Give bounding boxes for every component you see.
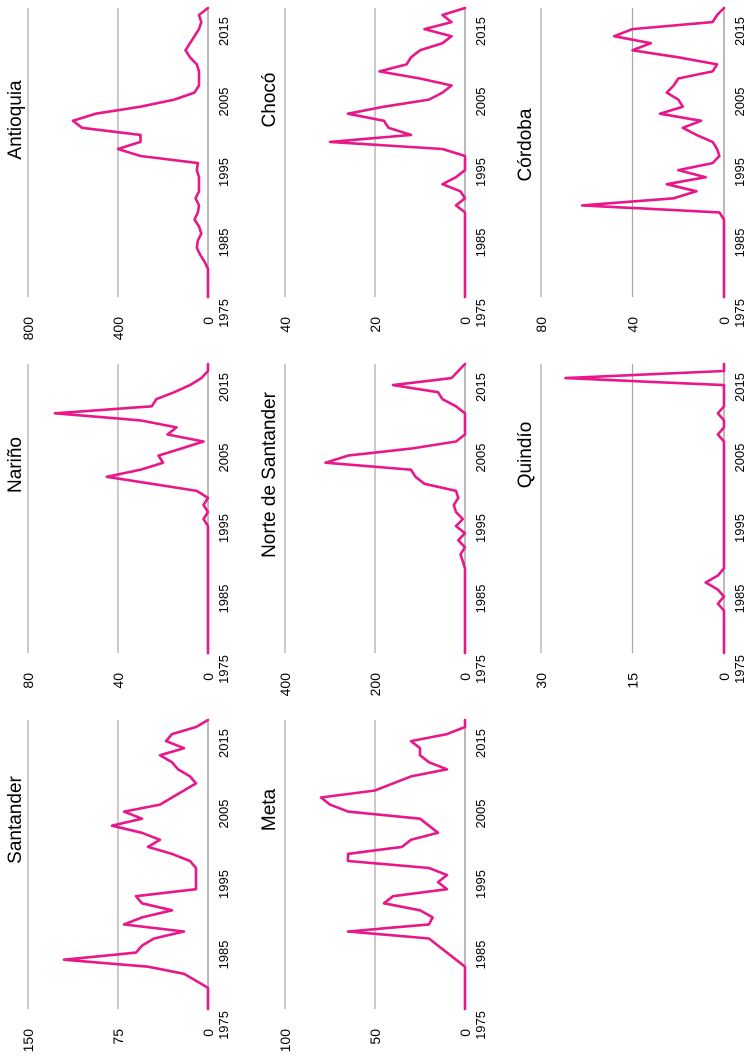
panel-title-meta: Meta: [259, 788, 280, 831]
panel-santander: 0 75 150 1975 1985 1995 2005 2015 Santander: [5, 718, 231, 1053]
value-tick-label: 40: [625, 317, 641, 333]
series-line-norte-de-santander: [324, 362, 467, 655]
value-tick-label: 0: [457, 673, 473, 681]
value-tick-label: 100: [277, 1029, 293, 1053]
panel-title-quindio: Quindío: [515, 422, 536, 489]
panel-title-cordoba: Córdoba: [515, 108, 536, 181]
series-line-cordoba: [580, 6, 726, 299]
panel-antioquia: 0 400 800 1975 1985 1995 2005 2015 Antioquia: [5, 6, 231, 341]
year-tick-label: 1975: [216, 1011, 231, 1040]
series-line-santander: [62, 718, 210, 1011]
value-tick-label: 0: [716, 317, 732, 325]
year-tick-label: 1975: [216, 299, 231, 328]
value-tick-label: 0: [457, 1029, 473, 1037]
year-tick-label: 1995: [216, 158, 231, 187]
value-tick-label: 40: [110, 673, 126, 689]
value-tick-label: 15: [625, 673, 641, 689]
year-tick-label: 1985: [473, 585, 488, 614]
year-tick-label: 2005: [216, 800, 231, 829]
year-tick-label: 1985: [732, 229, 747, 258]
year-tick-label: 2015: [216, 729, 231, 758]
year-tick-label: 1995: [732, 514, 747, 543]
year-tick-label: 1975: [732, 655, 747, 684]
value-tick-label: 0: [200, 317, 216, 325]
year-tick-label: 2005: [473, 88, 488, 117]
value-tick-label: 80: [20, 673, 36, 689]
value-tick-label: 80: [533, 317, 549, 333]
panel-title-santander: Santander: [5, 775, 26, 863]
value-tick-label: 150: [20, 1029, 36, 1053]
panel-title-antioquia: Antioquia: [5, 80, 26, 160]
year-tick-label: 1975: [473, 299, 488, 328]
panel-title-norte-de-santander: Norte de Santander: [259, 391, 280, 558]
year-tick-label: 2005: [473, 800, 488, 829]
value-tick-label: 75: [110, 1029, 126, 1045]
year-tick-label: 1985: [473, 229, 488, 258]
year-tick-label: 1995: [473, 158, 488, 187]
panel-meta: 0 50 100 1975 1985 1995 2005 2015 Meta: [259, 718, 488, 1053]
value-tick-label: 0: [200, 1029, 216, 1037]
value-tick-label: 200: [367, 673, 383, 697]
year-tick-label: 2015: [473, 17, 488, 46]
value-tick-label: 0: [457, 317, 473, 325]
value-tick-label: 20: [367, 317, 383, 333]
series-line-narino: [53, 362, 210, 655]
year-tick-label: 1985: [216, 229, 231, 258]
year-tick-label: 1995: [216, 514, 231, 543]
year-tick-label: 1975: [473, 1011, 488, 1040]
value-tick-label: 0: [200, 673, 216, 681]
value-tick-label: 30: [533, 673, 549, 689]
year-tick-label: 1995: [732, 158, 747, 187]
panel-cordoba: 0 40 80 1975 1985 1995 2005 2015 Córdoba: [515, 6, 747, 333]
panel-title-choco: Chocó: [259, 73, 280, 128]
year-tick-label: 1985: [216, 941, 231, 970]
year-tick-label: 1975: [216, 655, 231, 684]
value-tick-label: 50: [367, 1029, 383, 1045]
series-line-antioquia: [71, 6, 210, 299]
year-tick-label: 2005: [732, 88, 747, 117]
panel-narino: 0 40 80 1975 1985 1995 2005 2015 Nariño: [5, 362, 231, 689]
panel-norte-de-santander: 0 200 400 1975 1985 1995 2005 2015 Norte de Sant…: [259, 362, 488, 697]
year-tick-label: 1985: [216, 585, 231, 614]
year-tick-label: 1985: [473, 941, 488, 970]
series-line-quindio: [564, 362, 726, 655]
year-tick-label: 1985: [732, 585, 747, 614]
panel-title-narino: Nariño: [5, 437, 26, 493]
year-tick-label: 2005: [473, 444, 488, 473]
year-tick-label: 1995: [473, 514, 488, 543]
series-line-choco: [328, 6, 467, 299]
year-tick-label: 2015: [216, 17, 231, 46]
year-tick-label: 2015: [473, 373, 488, 402]
year-tick-label: 2015: [216, 373, 231, 402]
panel-quindio: 0 15 30 1975 1985 1995 2005 2015 Quindío: [515, 362, 747, 689]
value-tick-label: 40: [277, 317, 293, 333]
year-tick-label: 2015: [732, 373, 747, 402]
year-tick-label: 2005: [732, 444, 747, 473]
year-tick-label: 1975: [732, 299, 747, 328]
value-tick-label: 800: [20, 317, 36, 341]
year-tick-label: 2005: [216, 444, 231, 473]
year-tick-label: 2015: [732, 17, 747, 46]
value-tick-label: 400: [277, 673, 293, 697]
year-tick-label: 2005: [216, 88, 231, 117]
year-tick-label: 1975: [473, 655, 488, 684]
year-tick-label: 2015: [473, 729, 488, 758]
series-line-meta: [319, 718, 467, 1011]
value-tick-label: 0: [716, 673, 732, 681]
panel-choco: 0 20 40 1975 1985 1995 2005 2015 Chocó: [259, 6, 488, 333]
year-tick-label: 1995: [216, 870, 231, 899]
value-tick-label: 400: [110, 317, 126, 341]
year-tick-label: 1995: [473, 870, 488, 899]
